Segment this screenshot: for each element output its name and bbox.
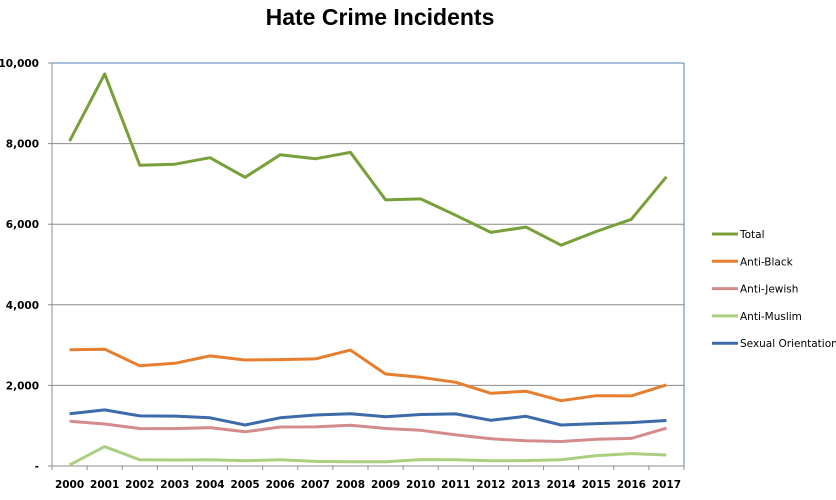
legend-label: Sexual Orientation	[740, 338, 836, 350]
x-tick-label: 2013	[511, 479, 540, 491]
y-tick-label: 6,000	[6, 219, 39, 231]
x-tick-label: 2009	[371, 479, 400, 491]
x-tick-label: 2014	[546, 479, 575, 491]
x-tick-label: 2000	[55, 479, 84, 491]
legend-label: Anti-Muslim	[740, 311, 802, 323]
x-tick-label: 2005	[230, 479, 259, 491]
series-line-anti-black	[69, 347, 667, 403]
x-tick-label: 2016	[617, 479, 646, 491]
series-line-anti-jewish	[69, 419, 667, 443]
y-tick-label: 10,000	[0, 58, 39, 70]
series-line-anti-muslim	[68, 445, 667, 467]
x-tick-label: 2001	[90, 479, 119, 491]
y-tick-label: 8,000	[6, 139, 39, 151]
chart-title: Hate Crime Incidents	[265, 4, 495, 30]
x-tick-label: 2010	[406, 479, 435, 491]
y-tick-label: 2,000	[6, 380, 39, 392]
x-tick-label: 2017	[652, 479, 681, 491]
series-line-sexual-orientation	[69, 408, 667, 427]
x-tick-label: 2008	[336, 479, 365, 491]
x-tick-label: 2012	[476, 479, 505, 491]
legend-label: Anti-Black	[740, 256, 794, 268]
y-tick-label: 4,000	[6, 300, 39, 312]
x-tick-label: 2002	[125, 479, 154, 491]
legend-label: Anti-Jewish	[740, 284, 798, 296]
y-tick-label: -	[35, 461, 39, 473]
x-tick-label: 2015	[582, 479, 611, 491]
legend-label: Total	[739, 229, 765, 241]
x-tick-label: 2004	[195, 479, 224, 491]
x-tick-label: 2006	[266, 479, 295, 491]
x-tick-label: 2003	[160, 479, 189, 491]
x-tick-label: 2011	[441, 479, 470, 491]
x-tick-label: 2007	[301, 479, 330, 491]
series-line-total	[68, 72, 668, 247]
